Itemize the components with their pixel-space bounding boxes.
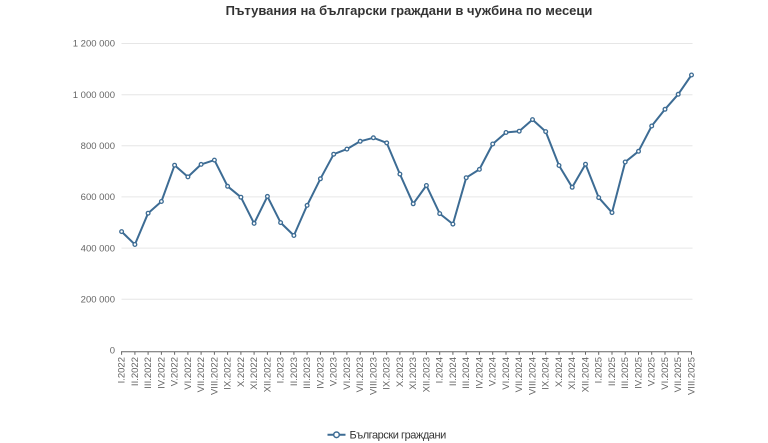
svg-text:VI.2025: VI.2025	[660, 357, 671, 390]
svg-text:400 000: 400 000	[81, 243, 115, 254]
svg-text:II.2023: II.2023	[289, 357, 300, 386]
svg-text:VII.2022: VII.2022	[196, 357, 207, 392]
svg-text:X.2024: X.2024	[554, 357, 565, 387]
svg-text:0: 0	[110, 346, 115, 357]
svg-text:Пътувания на български граждан: Пътувания на български граждани в чужбин…	[226, 3, 593, 18]
svg-text:II.2024: II.2024	[448, 357, 459, 386]
svg-text:600 000: 600 000	[81, 192, 115, 203]
svg-text:IV.2024: IV.2024	[474, 357, 485, 389]
svg-text:XI.2024: XI.2024	[567, 357, 578, 390]
svg-text:V.2022: V.2022	[170, 357, 181, 386]
svg-text:VIII.2025: VIII.2025	[687, 357, 698, 395]
svg-text:III.2024: III.2024	[461, 357, 472, 389]
svg-text:X.2023: X.2023	[395, 357, 406, 387]
svg-text:I.2023: I.2023	[276, 357, 287, 383]
svg-text:IV.2025: IV.2025	[634, 357, 645, 389]
svg-text:VIII.2023: VIII.2023	[368, 357, 379, 395]
svg-text:I.2025: I.2025	[594, 357, 605, 383]
svg-text:VI.2023: VI.2023	[342, 357, 353, 390]
svg-text:V.2025: V.2025	[647, 357, 658, 386]
svg-text:IV.2022: IV.2022	[156, 357, 167, 389]
svg-text:1 200 000: 1 200 000	[73, 39, 115, 50]
svg-text:IX.2023: IX.2023	[382, 357, 393, 390]
svg-text:I.2024: I.2024	[435, 357, 446, 383]
svg-text:Български граждани: Български граждани	[350, 429, 447, 441]
svg-text:II.2022: II.2022	[130, 357, 141, 386]
svg-text:II.2025: II.2025	[607, 357, 618, 386]
svg-text:800 000: 800 000	[81, 141, 115, 152]
svg-text:IX.2022: IX.2022	[223, 357, 234, 390]
svg-text:V.2023: V.2023	[329, 357, 340, 386]
svg-text:XII.2022: XII.2022	[262, 357, 273, 392]
svg-text:VIII.2024: VIII.2024	[528, 357, 539, 395]
svg-text:XI.2023: XI.2023	[408, 357, 419, 390]
svg-text:XI.2022: XI.2022	[249, 357, 260, 390]
svg-text:IV.2023: IV.2023	[315, 357, 326, 389]
svg-text:1 000 000: 1 000 000	[73, 90, 115, 101]
svg-text:VII.2024: VII.2024	[514, 357, 525, 392]
svg-text:I.2022: I.2022	[117, 357, 128, 383]
svg-text:VIII.2022: VIII.2022	[209, 357, 220, 395]
svg-text:VII.2023: VII.2023	[355, 357, 366, 392]
svg-text:VII.2025: VII.2025	[673, 357, 684, 392]
svg-text:IX.2024: IX.2024	[541, 357, 552, 390]
svg-text:III.2025: III.2025	[620, 357, 631, 389]
svg-text:XII.2023: XII.2023	[421, 357, 432, 392]
svg-text:VI.2024: VI.2024	[501, 357, 512, 390]
svg-text:V.2024: V.2024	[488, 357, 499, 386]
svg-text:III.2022: III.2022	[143, 357, 154, 389]
svg-text:X.2022: X.2022	[236, 357, 247, 387]
svg-text:XII.2024: XII.2024	[581, 357, 592, 392]
svg-text:III.2023: III.2023	[302, 357, 313, 389]
svg-text:VI.2022: VI.2022	[183, 357, 194, 390]
svg-text:200 000: 200 000	[81, 294, 115, 305]
